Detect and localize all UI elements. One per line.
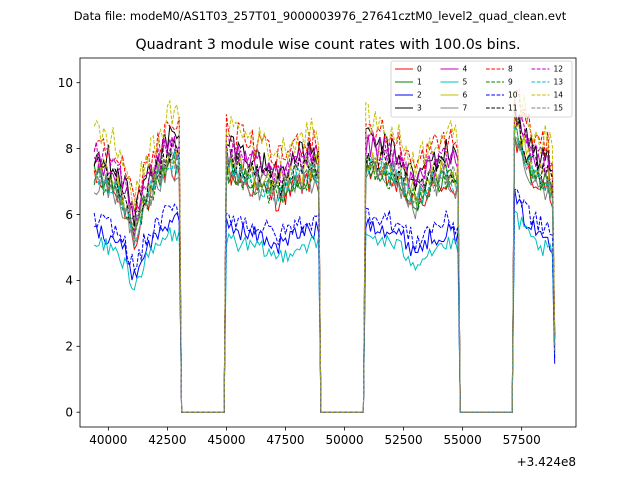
x-tick-label: 40000 <box>89 433 127 447</box>
y-tick-label: 0 <box>65 405 73 419</box>
y-tick-label: 2 <box>65 340 73 354</box>
legend-label-3: 3 <box>417 104 422 113</box>
chart-title: Quadrant 3 module wise count rates with … <box>135 37 520 53</box>
legend-label-7: 7 <box>463 104 468 113</box>
legend-label-15: 15 <box>554 104 564 113</box>
legend-label-13: 13 <box>554 78 564 87</box>
x-tick-label: 52500 <box>384 433 422 447</box>
x-axis-offset-label: +3.424e8 <box>517 455 576 469</box>
x-tick-label: 55000 <box>444 433 482 447</box>
series-layer <box>93 87 556 413</box>
x-tick-label: 50000 <box>325 433 363 447</box>
legend-label-8: 8 <box>508 65 513 74</box>
legend-label-6: 6 <box>463 91 468 100</box>
data-file-suptitle: Data file: modeM0/AS1T03_257T01_90000039… <box>74 9 567 23</box>
x-tick-label: 45000 <box>207 433 245 447</box>
legend-label-14: 14 <box>554 91 564 100</box>
axes-layer: 40000 42500 45000 47500 50000 52500 55000 57500… <box>58 57 577 447</box>
series-line-15 <box>93 136 556 413</box>
legend-label-2: 2 <box>417 91 422 100</box>
x-tick-label: 57500 <box>503 433 541 447</box>
legend-label-12: 12 <box>554 65 564 74</box>
legend-label-9: 9 <box>508 78 513 87</box>
legend-box <box>390 60 573 118</box>
legend-label-4: 4 <box>463 65 468 74</box>
x-tick-label: 42500 <box>148 433 186 447</box>
y-tick-label: 10 <box>58 76 73 90</box>
x-tick-label: 47500 <box>266 433 304 447</box>
legend-label-10: 10 <box>508 91 518 100</box>
series-line-8 <box>93 89 556 413</box>
y-tick-label: 4 <box>65 274 73 288</box>
series-line-14 <box>93 87 556 413</box>
y-tick-label: 8 <box>65 142 73 156</box>
legend-label-1: 1 <box>417 78 422 87</box>
axes-frame <box>79 57 577 428</box>
legend-label-5: 5 <box>463 78 468 87</box>
y-tick-label: 6 <box>65 208 73 222</box>
legend-label-11: 11 <box>508 104 518 113</box>
legend-label-0: 0 <box>417 65 422 74</box>
